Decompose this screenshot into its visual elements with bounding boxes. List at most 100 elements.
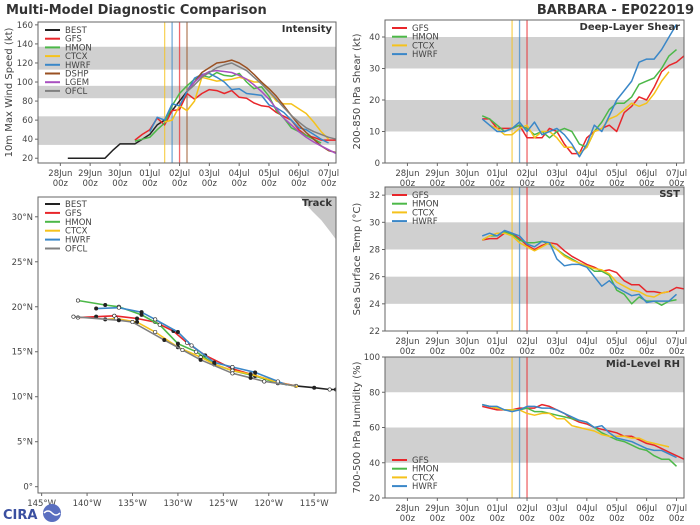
track-point-marker [153,317,158,322]
intensity-x-tick-hour: 00z [172,179,188,189]
rh-x-tick-hour: 00z [549,514,565,524]
track-point-marker [175,341,180,346]
storm-name: BARBARA - EP022019 [537,3,694,18]
shear-y-tick-label: 30 [369,65,380,75]
track-panel-title: Track [302,198,332,209]
track-series-best [295,385,336,391]
shear-panel-title: Deep-Layer Shear [580,22,681,33]
sst-x-tick-hour: 00z [430,347,446,357]
track-series-ofcl [73,315,297,387]
intensity-x-tick-hour: 00z [83,179,99,189]
legend-label-hwrf: HWRF [412,217,438,227]
intensity-y-tick-label: 100 [17,78,33,88]
sst-shaded-band [385,222,684,250]
sst-x-tick-hour: 00z [400,347,416,357]
shear-x-tick-hour: 00z [639,179,655,189]
track-point-marker [230,371,235,376]
legend-label-hmon: HMON [65,43,92,53]
sst-x-tick-hour: 00z [460,347,476,357]
sst-x-tick-hour: 00z [519,347,535,357]
track-point-marker [103,302,108,307]
sst-shaded-band [385,187,684,196]
intensity-x-tick-hour: 00z [261,179,277,189]
legend-label-ctcx: CTCX [412,41,435,51]
intensity-x-tick-label: 03Jul [199,169,220,179]
intensity-x-tick-label: 02Jul [169,169,190,179]
track-point-marker [248,375,253,380]
track-lat-label: 15°N [12,348,33,358]
shear-series-hmon [481,49,677,149]
sst-series-gfs [482,232,684,294]
sst-x-tick-label: 30Jun [455,337,479,347]
intensity-x-tick-label: 06Jul [288,169,309,179]
intensity-plot-area [38,22,336,163]
rh-x-tick-label: 03Jul [546,504,567,514]
sst-y-tick-label: 32 [369,191,380,201]
sst-x-tick-label: 05Jul [606,337,627,347]
rh-x-tick-hour: 00z [400,514,416,524]
rh-shaded-band [385,427,684,463]
intensity-series-hwrf [149,72,329,144]
intensity-y-tick-label: 120 [17,59,33,69]
rh-x-tick-hour: 00z [609,514,625,524]
track-lon-label: 130°W [163,499,192,509]
rh-x-tick-label: 02Jul [516,504,537,514]
track-point-marker [198,357,203,362]
track-point-marker [194,349,199,354]
track-lon-label: 145°W [27,499,56,509]
rh-series-hwrf [482,403,677,459]
track-point-marker [175,329,180,334]
shear-plot-area [385,20,684,163]
rh-x-tick-label: 01Jul [487,504,508,514]
rh-x-tick-hour: 00z [489,514,505,524]
legend-label-gfs: GFS [65,35,82,45]
sst-x-tick-hour: 00z [489,347,505,357]
shear-x-tick-hour: 00z [669,179,685,189]
shear-shaded-band [385,37,684,69]
legend-label-ctcx: CTCX [412,473,435,483]
intensity-series-dshp [186,59,336,154]
sst-panel: 28Jun00z29Jun00z30Jun00z01Jul00z02Jul00z… [352,186,687,357]
shear-y-axis-label: 200-850 hPa Shear (kt) [352,33,363,149]
track-point-marker [248,372,253,377]
intensity-x-tick-label: 29Jun [78,169,102,179]
track-legend-label-hmon: HMON [65,218,92,228]
rh-y-axis-label: 700-500 hPa Humidity (%) [352,361,363,493]
track-panel: 145°W 140°W 135°W 130°W 125°W 120°W 115°W 0° 5°N… [12,196,337,509]
shear-x-tick-label: 01Jul [487,169,508,179]
intensity-y-tick-label: 160 [17,21,33,31]
track-lat-label: 30°N [12,213,33,223]
legend-label-hmon: HMON [412,200,439,210]
intensity-x-tick-hour: 00z [232,179,248,189]
track-point-marker [71,314,76,319]
sst-x-tick-hour: 00z [609,347,625,357]
sst-x-tick-label: 07Jul [666,337,687,347]
track-lat-label: 10°N [12,393,33,403]
cira-logo: CIRA [3,504,61,523]
legend-label-gfs: GFS [412,191,429,201]
legend-label-dshp: DSHP [65,70,88,80]
track-map-area [71,197,336,392]
sst-x-tick-label: 01Jul [487,337,508,347]
intensity-x-tick-label: 28Jun [48,169,72,179]
shear-x-tick-hour: 00z [460,179,476,189]
track-point-marker [189,343,194,348]
track-legend-label-best: BEST [65,200,88,210]
shear-series-ctcx [489,71,670,155]
sst-x-tick-hour: 00z [549,347,565,357]
legend-label-ctcx: CTCX [65,52,88,62]
track-point-marker [135,316,140,321]
sst-x-tick-label: 28Jun [395,337,419,347]
track-legend-label-hwrf: HWRF [65,236,91,246]
shear-shaded-band [385,100,684,132]
intensity-x-tick-label: 30Jun [108,169,132,179]
shear-x-tick-label: 07Jul [666,169,687,179]
shear-y-tick-label: 40 [369,33,380,43]
figure-title: Multi-Model Diagnostic Comparison [6,3,267,18]
intensity-y-tick-label: 80 [22,97,33,107]
legend-label-lgem: LGEM [65,78,89,88]
track-point-marker [312,385,317,390]
shear-y-tick-label: 10 [369,128,380,138]
rh-panel-title: Mid-Level RH [606,359,680,370]
